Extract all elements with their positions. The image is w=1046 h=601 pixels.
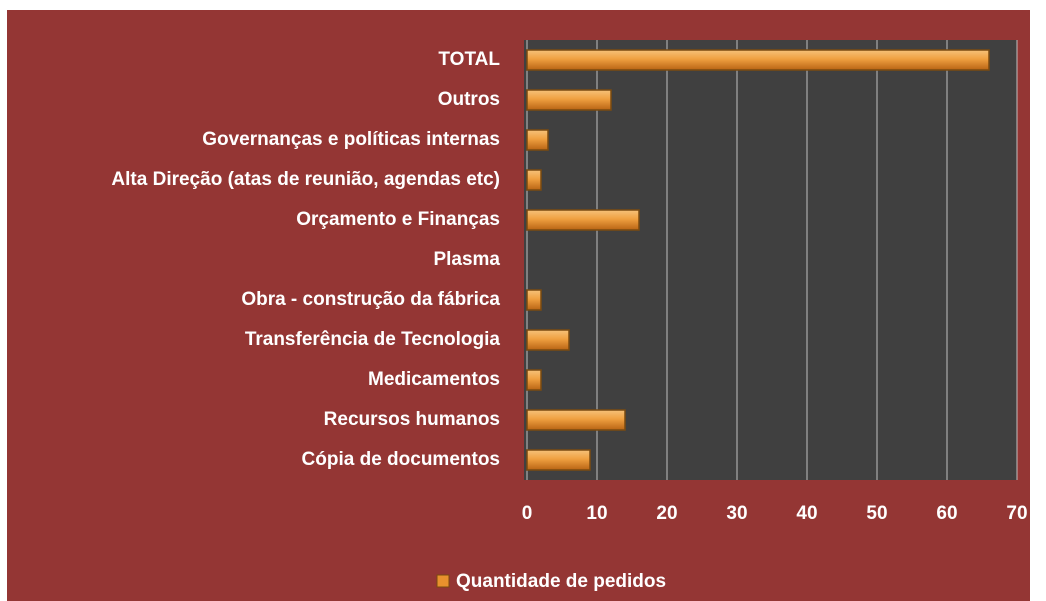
bar (526, 89, 612, 111)
x-tick-label: 50 (866, 503, 887, 524)
x-tick-label: 60 (936, 503, 957, 524)
y-tick-label: Orçamento e Finanças (296, 209, 500, 230)
y-tick-label: Transferência de Tecnologia (245, 329, 501, 350)
y-tick-label: Plasma (433, 249, 500, 270)
y-tick-label: Governanças e políticas internas (202, 129, 500, 150)
bar (526, 409, 626, 431)
y-tick-label: Obra - construção da fábrica (241, 289, 500, 310)
x-tick-label: 20 (656, 503, 677, 524)
y-tick-label: Recursos humanos (324, 409, 500, 430)
y-tick-label: Medicamentos (368, 369, 500, 390)
bar (526, 129, 549, 151)
legend-swatch (436, 574, 450, 588)
y-tick-label: Cópia de documentos (302, 449, 500, 470)
bar (526, 169, 542, 191)
bar (526, 49, 990, 71)
y-tick-label: Outros (438, 89, 500, 110)
plot-area (524, 40, 1017, 480)
bar (526, 449, 591, 471)
bar (526, 289, 542, 311)
x-tick-label: 10 (586, 503, 607, 524)
bar (526, 369, 542, 391)
x-tick-label: 0 (522, 503, 533, 524)
bar (526, 209, 640, 231)
x-tick-label: 40 (796, 503, 817, 524)
bar (526, 329, 570, 351)
y-tick-label: TOTAL (438, 49, 500, 70)
x-tick-label: 30 (726, 503, 747, 524)
y-tick-label: Alta Direção (atas de reunião, agendas e… (111, 169, 500, 190)
legend-label: Quantidade de pedidos (456, 571, 666, 592)
x-tick-label: 70 (1006, 503, 1027, 524)
